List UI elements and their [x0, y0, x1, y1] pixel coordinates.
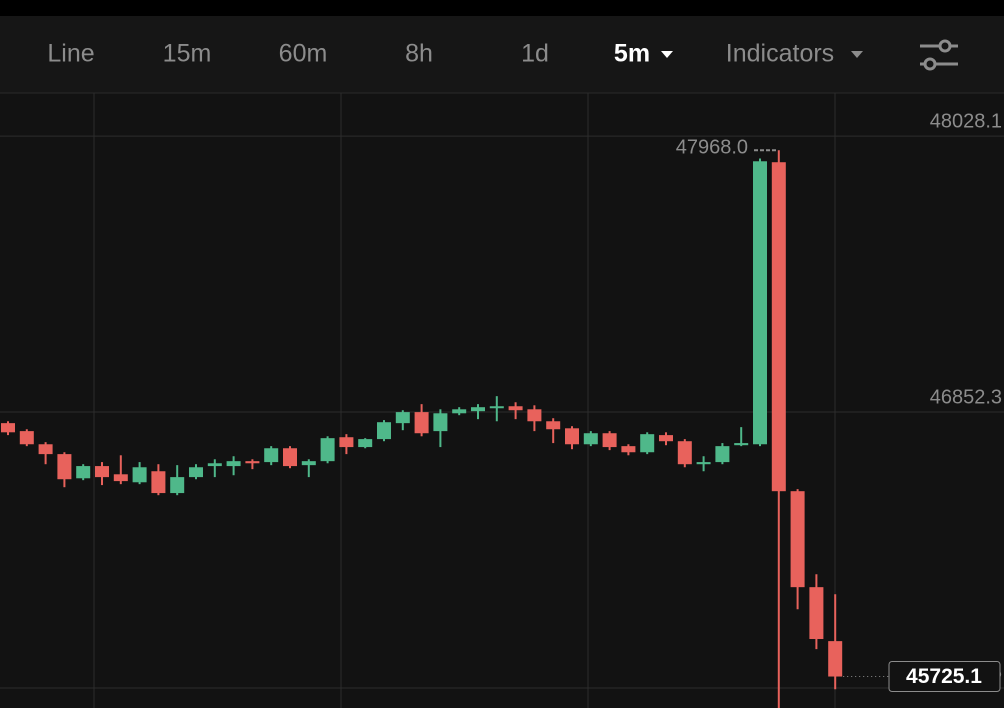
candle-body [527, 409, 542, 422]
dropdown-caret [661, 51, 673, 58]
candle-body [132, 467, 147, 483]
candle-body [320, 438, 335, 462]
candle-body [583, 433, 598, 445]
candle-body [414, 412, 429, 434]
y-tick-label: 48028.1 [930, 110, 1002, 132]
candle-body [452, 409, 467, 414]
candle-body [264, 448, 279, 463]
candle-body [790, 491, 805, 588]
candle-body [95, 466, 109, 478]
tab-15m[interactable]: 15m [163, 40, 212, 68]
candle-body [189, 467, 203, 478]
candle-body [659, 435, 673, 442]
candle-body [301, 461, 316, 466]
candle-body [640, 434, 655, 453]
tab-60m[interactable]: 60m [279, 40, 328, 68]
candle-body [433, 413, 448, 432]
tab-5m[interactable]: 5m [614, 40, 650, 68]
candle-body [283, 448, 297, 467]
candle-body [358, 439, 373, 448]
candle-body [377, 422, 391, 440]
candle-body [734, 443, 749, 446]
candle-body [809, 587, 824, 640]
candle-body [38, 444, 53, 455]
candle-body [113, 474, 128, 482]
candle-body [753, 161, 767, 445]
candle-body [395, 412, 410, 424]
candle-body [207, 463, 222, 467]
y-tick-label: 46852.3 [930, 386, 1002, 408]
tab-line[interactable]: Line [47, 40, 94, 68]
last-price-box [888, 661, 1001, 693]
candle-body [696, 462, 711, 465]
candle-body [828, 641, 843, 677]
settings-icon[interactable] [920, 39, 958, 71]
status-bar [0, 0, 1004, 16]
tab-1d[interactable]: 1d [521, 40, 549, 68]
last-price-label: 45725.1 [906, 665, 982, 688]
candle-body [76, 466, 91, 479]
indicators-button[interactable]: Indicators [726, 40, 834, 68]
candle-body [771, 162, 786, 492]
candle-body [508, 406, 523, 411]
candle-body [170, 477, 185, 494]
candle-body [621, 446, 636, 453]
dropdown-caret [851, 51, 863, 58]
candle-body [715, 446, 730, 463]
candle-body [19, 431, 34, 445]
candle-body [226, 461, 241, 467]
candle-body [677, 441, 692, 465]
toolbar [0, 16, 1004, 93]
candle-body [602, 433, 617, 448]
candle-body [471, 407, 485, 412]
candle-body [565, 428, 579, 445]
candle-body [57, 454, 72, 480]
candle-body [1, 423, 15, 433]
candle-body [151, 471, 166, 494]
candle-body [489, 406, 504, 409]
candle-body [245, 461, 260, 464]
tab-8h[interactable]: 8h [405, 40, 433, 68]
high-label: 47968.0 [676, 137, 748, 159]
candle-body [546, 421, 561, 430]
candle-body [339, 437, 354, 448]
